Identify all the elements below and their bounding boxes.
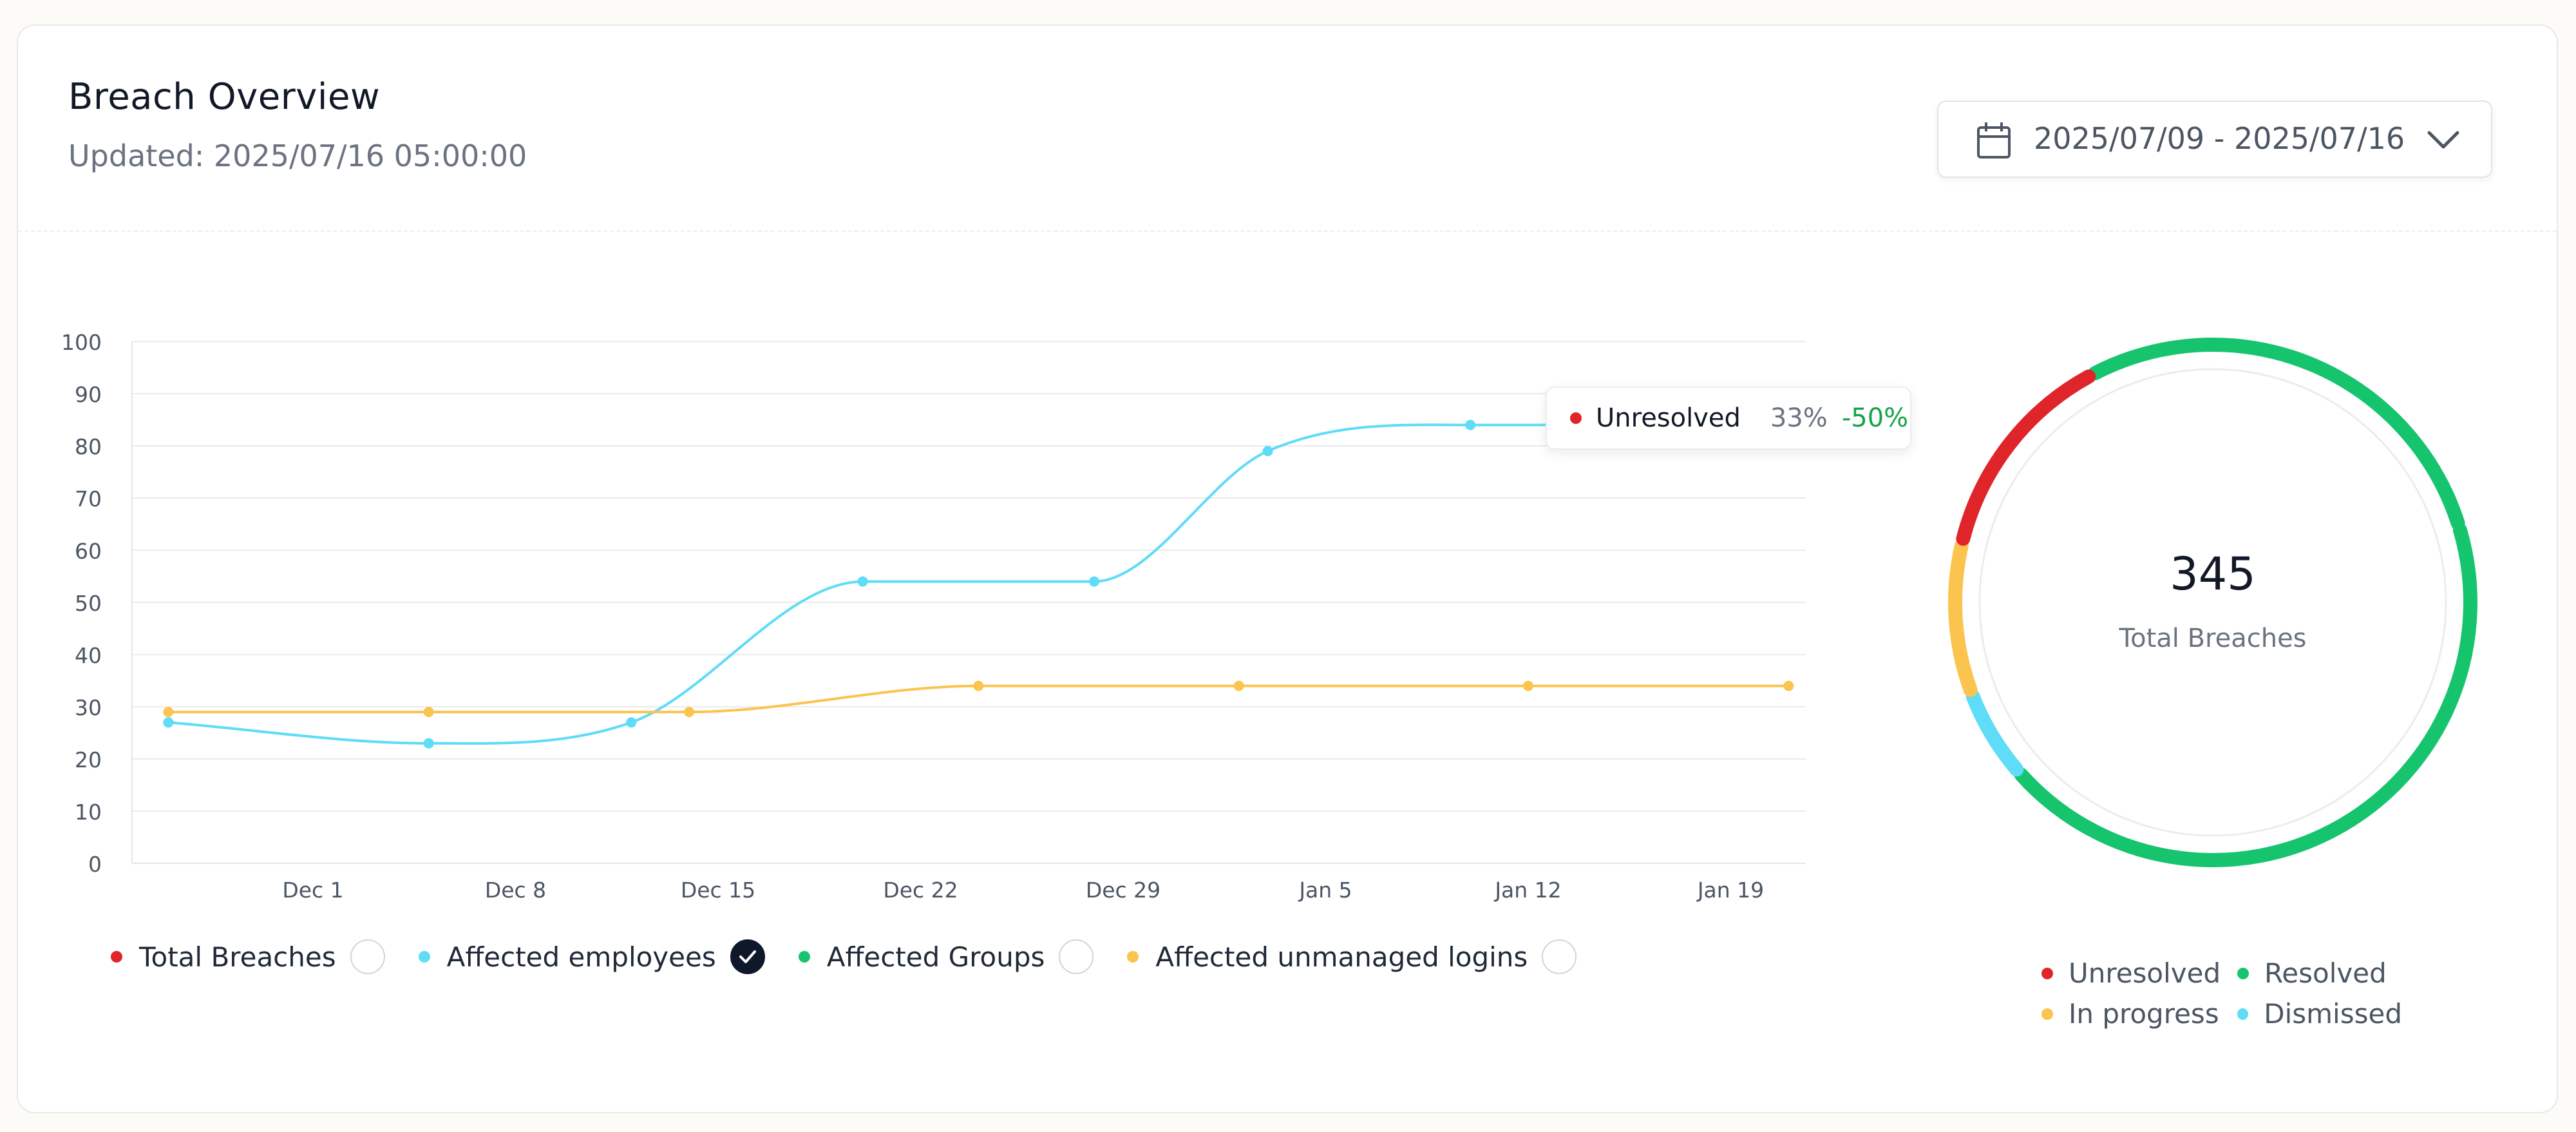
- x-tick-label: Dec 1: [282, 878, 343, 903]
- donut-slice-resolved: [2088, 338, 2465, 530]
- legend-label: Affected employees: [446, 941, 716, 973]
- data-point: [857, 576, 868, 587]
- y-tick-label: 0: [88, 852, 102, 877]
- donut-slice-in-progress: [1948, 539, 1978, 697]
- y-tick-label: 70: [75, 486, 102, 512]
- legend-label: Unresolved: [2069, 957, 2221, 989]
- donut-legend-item: Resolved: [2237, 957, 2402, 989]
- x-tick-label: Dec 29: [1086, 878, 1160, 903]
- page-title: Breach Overview: [68, 76, 381, 118]
- legend-label: Resolved: [2264, 957, 2387, 989]
- data-point: [1783, 680, 1794, 691]
- data-point: [973, 680, 984, 691]
- legend-color-dot: [2041, 1008, 2053, 1020]
- data-point: [1262, 446, 1273, 457]
- data-point: [1523, 680, 1533, 691]
- x-tick-label: Dec 22: [883, 878, 958, 903]
- y-tick-label: 30: [75, 695, 102, 720]
- legend-toggle-checkbox[interactable]: [1542, 939, 1577, 974]
- donut-legend-item: Dismissed: [2237, 998, 2402, 1030]
- legend-color-dot: [2237, 967, 2249, 979]
- data-point: [626, 717, 637, 728]
- data-point: [1233, 680, 1244, 691]
- data-point: [1465, 419, 1476, 430]
- donut-inner-ring: [1978, 368, 2447, 837]
- legend-item[interactable]: Affected unmanaged logins: [1127, 939, 1577, 974]
- legend-label: Affected Groups: [826, 941, 1045, 973]
- tooltip-label: Unresolved: [1596, 403, 1741, 433]
- donut-slice-unresolved: [1956, 369, 2096, 546]
- y-tick-label: 50: [75, 591, 102, 616]
- tooltip-change: -50%: [1841, 403, 1909, 433]
- data-point: [163, 707, 174, 718]
- legend-toggle-checkbox[interactable]: [730, 939, 765, 974]
- calendar-icon: [1977, 122, 2011, 158]
- data-point: [684, 707, 695, 718]
- legend-color-dot: [111, 951, 122, 963]
- legend-item[interactable]: Affected Groups: [798, 939, 1094, 974]
- date-range-select[interactable]: 2025/07/09 - 2025/07/16: [1937, 101, 2492, 178]
- legend-label: Total Breaches: [139, 941, 336, 973]
- y-tick-label: 100: [61, 330, 102, 355]
- legend-item[interactable]: Total Breaches: [111, 939, 385, 974]
- legend-color-dot: [2041, 967, 2053, 979]
- y-tick-label: 20: [75, 747, 102, 772]
- donut-legend: Unresolved Resolved In progress Dismissed: [2041, 957, 2402, 1030]
- donut-center-value: 345: [2170, 548, 2256, 600]
- legend-label: Dismissed: [2264, 998, 2402, 1030]
- legend-toggle-checkbox[interactable]: [1059, 939, 1094, 974]
- data-point: [423, 707, 434, 718]
- legend-toggle-checkbox[interactable]: [350, 939, 385, 974]
- tooltip-percent: 33%: [1770, 403, 1828, 433]
- donut-legend-item: Unresolved: [2041, 957, 2237, 989]
- check-icon: [739, 950, 756, 963]
- y-tick-label: 10: [75, 800, 102, 825]
- date-range-value: 2025/07/09 - 2025/07/16: [2034, 121, 2405, 156]
- x-tick-label: Jan 5: [1298, 878, 1352, 903]
- legend-label: Affected unmanaged logins: [1155, 941, 1528, 973]
- donut-slice-resolved: [2014, 523, 2477, 867]
- y-tick-label: 90: [75, 382, 102, 407]
- data-point: [1089, 576, 1100, 587]
- legend-color-dot: [798, 951, 810, 963]
- donut-legend-item: In progress: [2041, 998, 2237, 1030]
- y-tick-label: 80: [75, 434, 102, 459]
- data-point: [423, 738, 434, 749]
- legend-color-dot: [2237, 1008, 2249, 1020]
- x-tick-label: Jan 19: [1696, 878, 1764, 903]
- tooltip-color-dot: [1570, 412, 1582, 424]
- legend-label: In progress: [2069, 998, 2219, 1030]
- x-tick-label: Dec 8: [485, 878, 546, 903]
- line-chart-legend: Total Breaches Affected employees Affected…: [111, 934, 1610, 979]
- donut-center-label: Total Breaches: [2119, 624, 2307, 653]
- data-point: [163, 717, 174, 728]
- chevron-down-icon: [2427, 131, 2459, 149]
- header-divider: [18, 231, 2557, 232]
- legend-color-dot: [418, 951, 430, 963]
- x-tick-label: Dec 15: [681, 878, 755, 903]
- legend-item[interactable]: Affected employees: [418, 939, 765, 974]
- y-tick-label: 60: [75, 539, 102, 564]
- updated-timestamp: Updated: 2025/07/16 05:00:00: [68, 139, 527, 173]
- breach-overview-card: Breach Overview Updated: 2025/07/16 05:0…: [17, 24, 2558, 1113]
- legend-color-dot: [1127, 951, 1139, 963]
- donut-slice-dismissed: [1965, 689, 2024, 777]
- y-tick-label: 40: [75, 643, 102, 668]
- x-tick-label: Jan 12: [1493, 878, 1561, 903]
- chart-tooltip: Unresolved 33% -50%: [1546, 387, 1911, 450]
